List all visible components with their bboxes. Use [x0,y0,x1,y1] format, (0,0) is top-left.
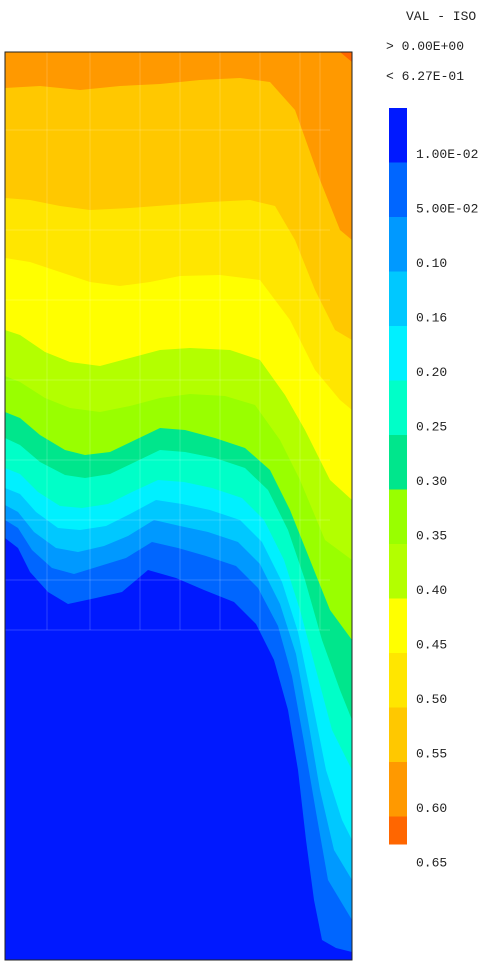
legend-label-6: 0.30 [416,474,447,489]
legend-swatch-7 [389,489,407,544]
legend-label-12: 0.60 [416,801,447,816]
legend-swatch-13 [389,816,407,845]
plot-frame [4,51,353,961]
legend-swatch-3 [389,271,407,326]
legend-swatch-5 [389,380,407,435]
legend-label-10: 0.50 [416,692,447,707]
range-min-text: > 0.00E+00 [386,39,464,54]
legend-swatch-11 [389,707,407,762]
legend-label-9: 0.45 [416,638,447,653]
legend-label-0: 1.00E-02 [416,147,478,162]
legend-swatch-8 [389,544,407,599]
legend-swatch-0 [389,108,407,163]
legend-swatch-6 [389,435,407,490]
legend-swatch-4 [389,326,407,381]
legend-label-4: 0.20 [416,365,447,380]
legend-swatch-1 [389,162,407,217]
contour-band-11 [5,538,352,960]
legend-swatch-9 [389,598,407,653]
legend-title: VAL - ISO [406,9,476,24]
legend-label-13: 0.65 [416,856,447,871]
legend-swatch-12 [389,762,407,817]
legend-label-11: 0.55 [416,747,447,762]
mesh-lines [5,52,330,631]
legend-label-7: 0.35 [416,529,447,544]
contour-bands [5,52,352,960]
legend-swatch-2 [389,217,407,272]
range-max-text: < 6.27E-01 [386,69,464,84]
contour-peak-corner [340,52,352,62]
color-legend: 1.00E-02 5.00E-02 0.10 0.16 0.20 0.25 0.30 0.35… [389,108,478,871]
legend-label-2: 0.10 [416,256,447,271]
contour-field [4,51,353,961]
legend-label-3: 0.16 [416,311,447,326]
legend-label-8: 0.40 [416,583,447,598]
legend-label-1: 5.00E-02 [416,202,478,217]
legend-swatch-10 [389,653,407,708]
legend-label-5: 0.25 [416,420,447,435]
